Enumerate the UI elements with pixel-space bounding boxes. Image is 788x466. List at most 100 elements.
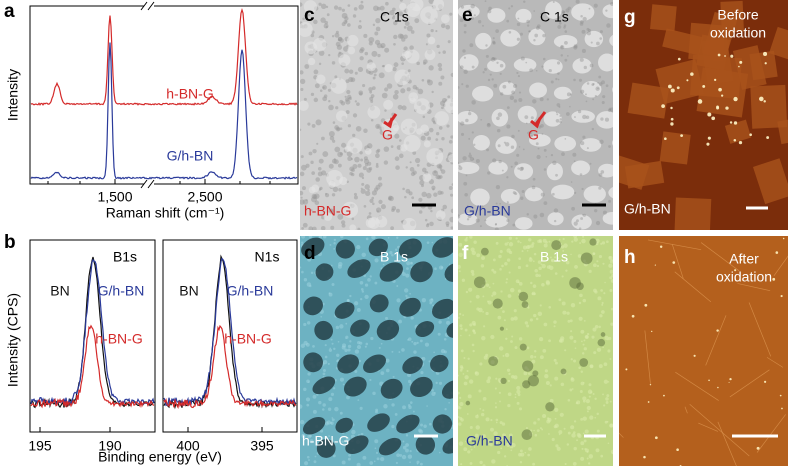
domain bbox=[458, 213, 478, 226]
speckle bbox=[560, 45, 565, 50]
speckle bbox=[447, 95, 451, 99]
xps-curve bbox=[30, 258, 155, 407]
speckle bbox=[564, 138, 567, 140]
speckle bbox=[573, 44, 578, 49]
speckle bbox=[414, 157, 421, 164]
speckle bbox=[580, 89, 585, 94]
speckle bbox=[582, 135, 586, 139]
speckle bbox=[342, 383, 345, 386]
speckle bbox=[520, 56, 525, 61]
speckle bbox=[580, 456, 585, 461]
speckle bbox=[525, 264, 529, 268]
speckle bbox=[319, 186, 323, 190]
speckle bbox=[543, 148, 547, 152]
speckle bbox=[438, 126, 443, 130]
speckle bbox=[383, 160, 389, 165]
speckle bbox=[607, 338, 609, 341]
speckle bbox=[562, 10, 566, 14]
speckle bbox=[580, 441, 585, 446]
speckle bbox=[337, 163, 342, 168]
speckle bbox=[557, 78, 560, 81]
speckle bbox=[369, 198, 374, 203]
speckle bbox=[310, 209, 313, 212]
speckle bbox=[509, 250, 513, 255]
speckle bbox=[548, 433, 550, 435]
speckle bbox=[305, 397, 311, 402]
speckle bbox=[581, 187, 584, 191]
panel-label: e bbox=[462, 5, 473, 26]
speckle bbox=[363, 158, 370, 165]
speckle bbox=[582, 236, 585, 238]
speckle bbox=[756, 446, 760, 450]
speckle bbox=[405, 49, 420, 64]
image-title: After bbox=[729, 251, 759, 267]
speckle bbox=[329, 347, 331, 350]
speckle bbox=[670, 106, 673, 110]
speckle bbox=[324, 355, 328, 359]
speckle bbox=[733, 96, 738, 102]
speckle bbox=[362, 83, 366, 88]
speckle bbox=[521, 301, 529, 308]
speckle bbox=[380, 342, 383, 345]
speckle bbox=[779, 394, 782, 397]
speckle bbox=[592, 327, 597, 332]
speckle bbox=[391, 424, 395, 429]
domain bbox=[659, 131, 691, 165]
speckle bbox=[424, 49, 436, 61]
speckle bbox=[539, 212, 545, 218]
speckle bbox=[545, 155, 548, 158]
speckle bbox=[426, 192, 432, 199]
speckle bbox=[607, 442, 610, 445]
domain bbox=[609, 34, 613, 46]
speckle bbox=[738, 65, 740, 68]
speckle bbox=[588, 7, 591, 10]
speckle bbox=[300, 196, 303, 199]
speckle bbox=[328, 99, 331, 103]
speckle bbox=[476, 414, 479, 416]
speckle bbox=[308, 226, 314, 230]
speckle bbox=[332, 121, 336, 124]
speckle bbox=[428, 65, 434, 71]
speckle bbox=[583, 439, 587, 443]
speckle bbox=[598, 172, 603, 177]
domain bbox=[611, 140, 613, 146]
speckle bbox=[314, 200, 320, 206]
speckle bbox=[421, 167, 427, 173]
speckle bbox=[472, 349, 475, 353]
speckle bbox=[372, 202, 375, 206]
speckle bbox=[566, 311, 570, 315]
speckle bbox=[331, 61, 336, 65]
speckle bbox=[578, 78, 583, 82]
speckle bbox=[546, 98, 549, 101]
speckle bbox=[601, 80, 605, 85]
speckle bbox=[368, 212, 372, 215]
speckle bbox=[561, 275, 564, 278]
speckle bbox=[328, 435, 331, 437]
speckle bbox=[507, 294, 512, 298]
speckle bbox=[482, 310, 484, 313]
speckle bbox=[564, 349, 567, 352]
speckle bbox=[470, 3, 475, 9]
speckle bbox=[541, 133, 544, 135]
speckle bbox=[461, 83, 464, 86]
speckle bbox=[436, 132, 440, 136]
speckle bbox=[459, 369, 463, 372]
speckle bbox=[562, 12, 564, 14]
speckle bbox=[349, 294, 352, 298]
speckle bbox=[300, 155, 304, 159]
wrinkle bbox=[644, 330, 651, 385]
x-tick-label: 2,500 bbox=[187, 189, 222, 205]
speckle bbox=[500, 447, 503, 450]
speckle bbox=[312, 409, 317, 414]
speckle bbox=[319, 429, 324, 433]
speckle bbox=[493, 57, 497, 61]
speckle bbox=[561, 152, 565, 156]
speckle bbox=[341, 201, 359, 218]
domain bbox=[580, 138, 602, 152]
speckle bbox=[334, 125, 339, 130]
speckle bbox=[721, 94, 724, 97]
domain bbox=[499, 81, 516, 95]
speckle bbox=[469, 462, 473, 465]
speckle bbox=[564, 40, 568, 45]
domain bbox=[488, 161, 508, 175]
